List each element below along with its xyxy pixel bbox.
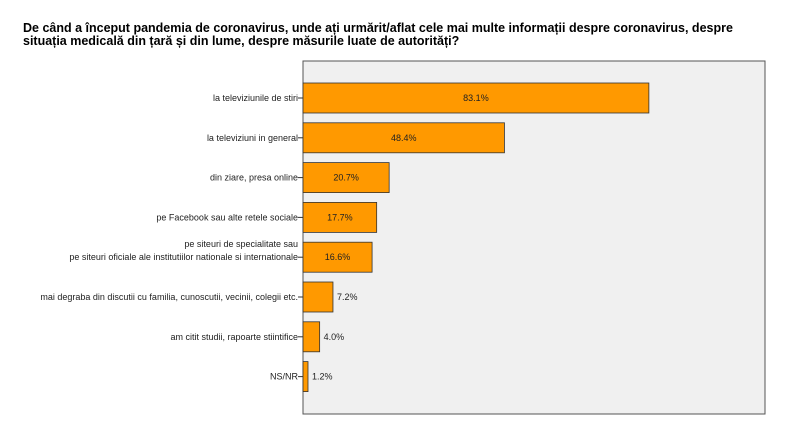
category-label: mai degraba din discutii cu familia, cun… (40, 292, 298, 302)
bar (302, 361, 309, 393)
bar (302, 321, 321, 353)
plot-area (302, 60, 766, 415)
category-label: pe siteuri oficiale ale institutiilor na… (69, 252, 298, 262)
data-label: 17.7% (327, 212, 353, 222)
bar (302, 201, 378, 233)
data-label: 48.4% (391, 133, 417, 143)
category-label: NS/NR (270, 372, 299, 382)
category-label: la televiziunile de stiri (213, 93, 298, 103)
category-label: din ziare, presa online (210, 173, 298, 183)
bar (302, 241, 373, 273)
data-label: 20.7% (333, 173, 359, 183)
data-label: 83.1% (463, 93, 489, 103)
bar (302, 162, 390, 194)
chart-title: De când a început pandemia de coronaviru… (23, 21, 733, 48)
bar (302, 122, 505, 154)
data-label: 7.2% (337, 292, 358, 302)
category-label: pe Facebook sau alte retele sociale (156, 212, 298, 222)
bar (302, 281, 334, 313)
category-label: am citit studii, rapoarte stiintifice (170, 332, 298, 342)
data-label: 1.2% (312, 372, 333, 382)
category-label: la televiziuni in general (207, 133, 298, 143)
data-label: 4.0% (324, 332, 345, 342)
category-label: pe siteuri de specialitate sau (184, 239, 298, 249)
data-label: 16.6% (325, 252, 351, 262)
bar (302, 82, 650, 114)
